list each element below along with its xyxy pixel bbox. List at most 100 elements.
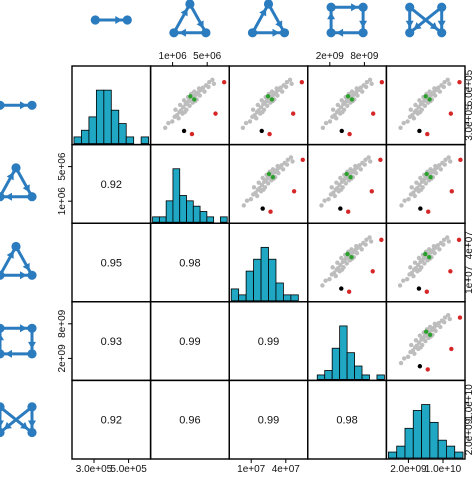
left-tick-label: 5e+06 bbox=[57, 152, 68, 181]
motif-edge bbox=[14, 167, 34, 198]
histogram-bar bbox=[220, 216, 228, 223]
scatter-point-gray bbox=[344, 261, 349, 266]
histogram-bar bbox=[118, 123, 127, 144]
scatter-point-gray bbox=[270, 167, 276, 172]
scatter-point-gray bbox=[414, 180, 419, 185]
motif-arrowhead bbox=[437, 20, 446, 28]
histogram-bar bbox=[412, 410, 422, 459]
scatter-point-gray bbox=[287, 77, 293, 83]
scatter-point-gray bbox=[432, 86, 437, 91]
scatter-point-gray bbox=[349, 89, 355, 94]
correlation-value: 0.92 bbox=[101, 415, 122, 427]
scatter-point-gray bbox=[207, 79, 212, 85]
motif-edge bbox=[251, 3, 270, 34]
scatter-point-gray bbox=[353, 171, 359, 176]
top-tick-label: 5e+06 bbox=[193, 51, 222, 62]
bottom-tick-label: 5.0e+05 bbox=[110, 464, 147, 474]
scatter-point-gray bbox=[330, 107, 336, 112]
scatter-point-gray bbox=[259, 182, 265, 188]
scatter-point-gray bbox=[426, 247, 432, 252]
scatter-point-gray bbox=[441, 237, 447, 243]
correlation-value: 0.98 bbox=[336, 415, 357, 427]
motif-edge bbox=[14, 245, 34, 277]
scatter-point-gray bbox=[413, 338, 419, 343]
scatter-point-gray bbox=[447, 316, 452, 322]
scatter-point-gray bbox=[441, 242, 446, 247]
scatter-point-gray bbox=[290, 159, 295, 164]
scatter-point-green bbox=[428, 174, 433, 180]
scatter-point-gray bbox=[339, 98, 344, 103]
scatter-point-gray bbox=[320, 283, 325, 288]
scatter-point-gray bbox=[416, 105, 421, 110]
scatter-point-gray bbox=[416, 340, 422, 345]
scatter-point-red bbox=[448, 269, 453, 274]
scatter-point-gray bbox=[415, 262, 421, 268]
histogram-bar bbox=[339, 325, 348, 380]
scatter-point-gray bbox=[269, 89, 275, 94]
scatter-point-green bbox=[349, 97, 355, 102]
histogram-bar bbox=[158, 216, 167, 223]
scatter-point-gray bbox=[367, 77, 373, 83]
scatter-point-gray bbox=[357, 163, 362, 168]
scatter-point-gray bbox=[423, 181, 429, 186]
scatter-point-gray bbox=[411, 116, 417, 121]
scatter-point-gray bbox=[355, 93, 360, 98]
histogram-bar bbox=[421, 404, 431, 459]
motif-square-icon bbox=[326, 2, 368, 38]
scatter-point-red bbox=[378, 157, 383, 163]
scatter-point-gray bbox=[442, 162, 447, 167]
scatter-point-gray bbox=[401, 120, 406, 126]
histogram-bar bbox=[73, 136, 82, 145]
scatter-point-red bbox=[189, 131, 195, 137]
scatter-point-gray bbox=[446, 155, 451, 160]
scatter-point-gray bbox=[337, 182, 342, 188]
motif-arrowhead bbox=[22, 184, 30, 193]
motif-arrowhead bbox=[405, 20, 414, 28]
histogram-bar bbox=[125, 136, 135, 145]
scatter-point-gray bbox=[354, 251, 360, 256]
histogram-bar bbox=[437, 439, 447, 459]
scatter-point-gray bbox=[289, 81, 294, 86]
scatter-point-gray bbox=[363, 157, 368, 163]
scatter-point-gray bbox=[265, 103, 270, 108]
scatter-point-gray bbox=[437, 89, 443, 94]
motif-node bbox=[11, 163, 21, 173]
scatter-point-gray bbox=[327, 276, 332, 282]
scatter-point-gray bbox=[417, 98, 422, 103]
correlation-value: 0.95 bbox=[101, 258, 122, 270]
scatter-point-gray bbox=[438, 167, 443, 172]
motif-arrowhead bbox=[20, 271, 27, 280]
scatter-point-green bbox=[269, 97, 275, 102]
scatter-point-gray bbox=[435, 243, 441, 248]
scatter-point-gray bbox=[417, 109, 423, 115]
scatter-point-gray bbox=[446, 239, 452, 244]
motif-arrowhead bbox=[20, 421, 29, 430]
scatter-point-gray bbox=[327, 119, 333, 124]
scatter-point-gray bbox=[441, 84, 446, 90]
right-tick-label: 1e+07 bbox=[464, 265, 474, 294]
histogram-bar bbox=[81, 129, 90, 145]
scatter-point-red bbox=[379, 237, 384, 243]
bottom-tick-label: 1.0e+10 bbox=[425, 464, 462, 474]
scatter-point-gray bbox=[339, 267, 345, 272]
scatter-point-gray bbox=[418, 175, 423, 181]
motif-arrowhead bbox=[413, 22, 422, 30]
scatter-point-red bbox=[449, 189, 454, 194]
motif-edge bbox=[172, 3, 192, 34]
scatter-point-gray bbox=[364, 79, 370, 85]
axis-ticks: 1e+06 5e+06 2e+09 8e+093.0e+055.0e+05 1e+07 4… bbox=[57, 51, 474, 475]
scatter-point-gray bbox=[197, 93, 203, 98]
scatter-point-red bbox=[449, 346, 454, 352]
histogram-bar bbox=[179, 195, 187, 223]
scatter-point-gray bbox=[333, 273, 338, 279]
motif-edge bbox=[188, 3, 208, 34]
scatter-point-red bbox=[456, 237, 462, 243]
scatter-point-gray bbox=[343, 181, 349, 186]
panel-frame bbox=[385, 379, 466, 460]
motif-arrowhead bbox=[5, 349, 12, 358]
scatter-point-green bbox=[265, 94, 271, 99]
motif-arrowhead bbox=[275, 20, 283, 29]
scatter-point-gray bbox=[442, 315, 448, 320]
scatter-point-gray bbox=[166, 120, 171, 126]
scatter-point-gray bbox=[280, 167, 286, 172]
